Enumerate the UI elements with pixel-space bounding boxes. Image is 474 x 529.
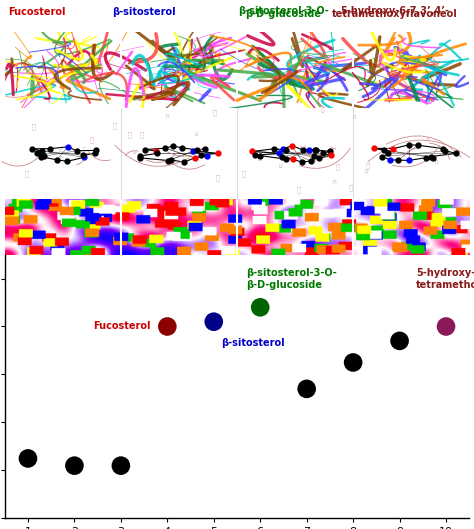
Text: ⌒: ⌒ [336, 163, 340, 170]
Text: β-D-glucoside: β-D-glucoside [246, 9, 321, 19]
Point [349, 358, 357, 367]
Text: ⌒: ⌒ [297, 187, 301, 193]
Text: tetramethoxyflavoneol: tetramethoxyflavoneol [332, 9, 458, 19]
Text: ∪: ∪ [277, 162, 282, 169]
Text: 5-hydroxy-6,7,3’,4’-: 5-hydroxy-6,7,3’,4’- [416, 268, 474, 278]
Text: ⌒: ⌒ [323, 149, 327, 156]
Text: ∪: ∪ [319, 107, 324, 114]
Point [71, 461, 78, 470]
Text: ∩: ∩ [164, 113, 169, 119]
Text: ∩: ∩ [59, 155, 64, 161]
Text: ⌣: ⌣ [25, 170, 29, 177]
Text: ⌣: ⌣ [32, 123, 36, 130]
Text: ⌒: ⌒ [216, 175, 220, 181]
Point [210, 317, 218, 326]
Text: ∩: ∩ [351, 114, 356, 120]
Text: ∩: ∩ [331, 179, 337, 185]
Text: 5-hydroxy-6,7,3’,4’-: 5-hydroxy-6,7,3’,4’- [340, 6, 449, 16]
Text: ⌒: ⌒ [310, 152, 314, 159]
Point [303, 385, 310, 393]
Text: ⌣: ⌣ [128, 131, 132, 138]
Point [442, 322, 450, 331]
Text: ∩: ∩ [433, 159, 438, 165]
Text: ⌣: ⌣ [213, 110, 217, 116]
Point [164, 322, 171, 331]
Text: ⌣: ⌣ [258, 153, 262, 160]
Text: β-sitosterol: β-sitosterol [112, 7, 176, 17]
Text: Fucosterol: Fucosterol [93, 322, 151, 332]
Text: Fucosterol: Fucosterol [9, 7, 66, 17]
Text: ⌒: ⌒ [365, 162, 370, 169]
Text: ∪: ∪ [57, 147, 63, 153]
Text: ⌣: ⌣ [349, 184, 353, 190]
Text: β-D-glucoside: β-D-glucoside [246, 280, 322, 290]
Text: β-sitosterol: β-sitosterol [221, 339, 284, 349]
Text: ∩: ∩ [424, 136, 429, 143]
Point [396, 336, 403, 345]
Text: ⌣: ⌣ [242, 170, 246, 177]
Text: β-sitosterol-3-O-: β-sitosterol-3-O- [246, 268, 337, 278]
Point [117, 461, 125, 470]
Text: ∪: ∪ [192, 131, 198, 137]
Text: ⌒: ⌒ [90, 136, 94, 143]
Point [24, 454, 32, 463]
Text: tetramethoxyflavoneol: tetramethoxyflavoneol [416, 280, 474, 290]
Text: ⌒: ⌒ [139, 132, 144, 138]
Point [256, 303, 264, 312]
Text: ∪: ∪ [132, 149, 137, 154]
Text: β-sitosterol-3-O-: β-sitosterol-3-O- [238, 6, 329, 16]
Text: ∪: ∪ [364, 168, 368, 174]
Text: ⌒: ⌒ [113, 122, 117, 129]
